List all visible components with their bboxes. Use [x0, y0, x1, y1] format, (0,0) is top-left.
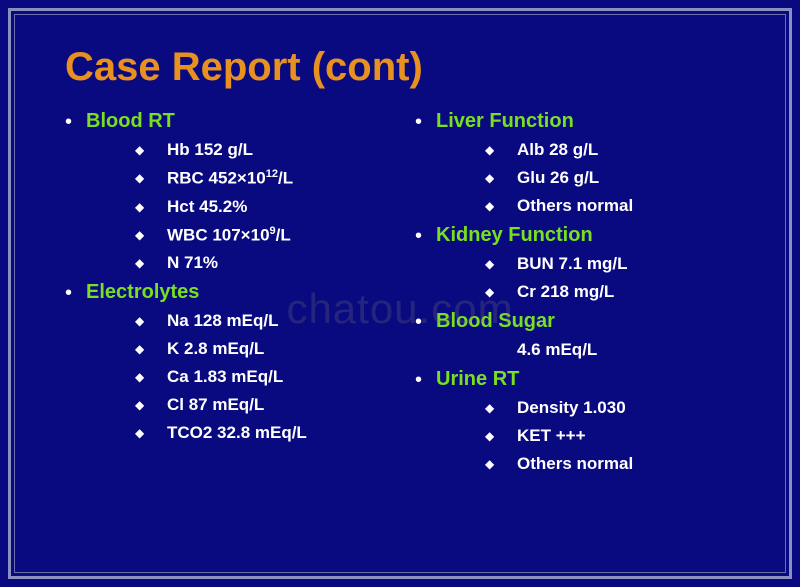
list-item: ◆ TCO2 32.8 mEq/L	[135, 423, 395, 443]
list-item: ◆ Others normal	[485, 454, 745, 474]
list-item: ◆ Cl 87 mEq/L	[135, 395, 395, 415]
section: • Electrolytes ◆ Na 128 mEq/L ◆ K 2.8 mEq/L ◆ C…	[65, 281, 395, 443]
slide-title: Case Report (cont)	[65, 45, 745, 90]
item-text: 4.6 mEq/L	[517, 340, 597, 360]
bullet-icon: •	[415, 110, 422, 134]
diamond-icon: ◆	[135, 311, 145, 331]
list-item: ◆ Na 128 mEq/L	[135, 311, 395, 331]
diamond-icon: ◆	[135, 395, 145, 415]
section-title: Blood RT	[86, 110, 175, 133]
bullet-icon: •	[415, 368, 422, 392]
section: • Blood Sugar ◆4.6 mEq/L	[415, 310, 745, 360]
section: • Urine RT ◆ Density 1.030 ◆ KET +++ ◆ Others n…	[415, 368, 745, 474]
bullet-icon: •	[415, 224, 422, 248]
section: • Kidney Function ◆ BUN 7.1 mg/L ◆ Cr 218 mg/…	[415, 224, 745, 302]
list-item: ◆ K 2.8 mEq/L	[135, 339, 395, 359]
item-text: Density 1.030	[517, 398, 626, 418]
diamond-icon: ◆	[135, 197, 145, 217]
diamond-icon: ◆	[485, 168, 495, 188]
item-text: Ca 1.83 mEq/L	[167, 367, 283, 387]
item-text: Na 128 mEq/L	[167, 311, 279, 331]
diamond-icon: ◆	[135, 367, 145, 387]
list-item: ◆4.6 mEq/L	[485, 340, 745, 360]
item-text: Glu 26 g/L	[517, 168, 599, 188]
section-header: • Blood RT	[65, 110, 395, 134]
list-item: ◆ Others normal	[485, 196, 745, 216]
diamond-icon: ◆	[485, 454, 495, 474]
diamond-icon: ◆	[485, 140, 495, 160]
section-header: • Electrolytes	[65, 281, 395, 305]
section-items: ◆Na 128 mEq/L◆K 2.8 mEq/L◆Ca 1.83 mEq/L◆…	[65, 311, 395, 443]
section-title: Kidney Function	[436, 224, 593, 247]
list-item: ◆ WBC 107×109/L	[135, 225, 395, 246]
slide-frame: chatou.com Case Report (cont) •Blood RT◆…	[14, 14, 786, 573]
section-items: ◆4.6 mEq/L	[415, 340, 745, 360]
diamond-icon: ◆	[135, 423, 145, 443]
bullet-icon: •	[65, 110, 72, 134]
diamond-icon: ◆	[135, 253, 145, 273]
item-text: K 2.8 mEq/L	[167, 339, 264, 359]
diamond-icon: ◆	[135, 225, 145, 245]
section-items: ◆ Alb 28 g/L ◆ Glu 26 g/L ◆ Others normal	[415, 140, 745, 216]
diamond-icon: ◆	[135, 339, 145, 359]
diamond-icon: ◆	[485, 196, 495, 216]
right-column: • Liver Function ◆ Alb 28 g/L ◆ Glu 26 g/L ◆ Ot…	[415, 110, 745, 482]
item-text: KET +++	[517, 426, 586, 446]
list-item: ◆ Alb 28 g/L	[485, 140, 745, 160]
section-title: Liver Function	[436, 110, 574, 133]
item-text: Cr 218 mg/L	[517, 282, 614, 302]
list-item: ◆ Density 1.030	[485, 398, 745, 418]
item-text: Others normal	[517, 454, 633, 474]
item-text: WBC 107×109/L	[167, 225, 291, 246]
item-text: BUN 7.1 mg/L	[517, 254, 628, 274]
section-header: • Urine RT	[415, 368, 745, 392]
diamond-icon: ◆	[485, 398, 495, 418]
list-item: ◆ Hb 152 g/L	[135, 140, 395, 160]
list-item: ◆ Cr 218 mg/L	[485, 282, 745, 302]
list-item: ◆ BUN 7.1 mg/L	[485, 254, 745, 274]
item-text: Hb 152 g/L	[167, 140, 253, 160]
bullet-icon: •	[65, 281, 72, 305]
diamond-icon: ◆	[485, 282, 495, 302]
item-text: Hct 45.2%	[167, 197, 247, 217]
diamond-icon: ◆	[485, 426, 495, 446]
diamond-icon: ◆	[135, 168, 145, 188]
section-items: ◆ Hb 152 g/L ◆ RBC 452×1012/L ◆ Hct 45.2% ◆ WBC…	[65, 140, 395, 273]
list-item: ◆ Hct 45.2%	[135, 197, 395, 217]
left-column: • Blood RT ◆ Hb 152 g/L ◆ RBC 452×1012/L ◆ Hct …	[65, 110, 395, 482]
section-title: Urine RT	[436, 368, 519, 391]
section-title: Blood Sugar	[436, 310, 555, 333]
item-text: TCO2 32.8 mEq/L	[167, 423, 307, 443]
diamond-icon: ◆	[485, 254, 495, 274]
content-columns: • Blood RT ◆ Hb 152 g/L ◆ RBC 452×1012/L ◆ Hct …	[65, 110, 745, 482]
item-text: N 71%	[167, 253, 218, 273]
list-item: ◆ Ca 1.83 mEq/L	[135, 367, 395, 387]
item-text: Alb 28 g/L	[517, 140, 598, 160]
list-item: ◆ Glu 26 g/L	[485, 168, 745, 188]
section-title: Electrolytes	[86, 281, 199, 304]
section-items: ◆ Density 1.030 ◆ KET +++ ◆ Others normal	[415, 398, 745, 474]
section: • Blood RT ◆ Hb 152 g/L ◆ RBC 452×1012/L ◆ Hct …	[65, 110, 395, 273]
item-text: Others normal	[517, 196, 633, 216]
item-text: Cl 87 mEq/L	[167, 395, 264, 415]
list-item: ◆ KET +++	[485, 426, 745, 446]
section: • Liver Function ◆ Alb 28 g/L ◆ Glu 26 g/L ◆ Ot…	[415, 110, 745, 216]
section-items: ◆ BUN 7.1 mg/L ◆ Cr 218 mg/L	[415, 254, 745, 302]
list-item: ◆ RBC 452×1012/L	[135, 168, 395, 189]
section-header: • Liver Function	[415, 110, 745, 134]
item-text: RBC 452×1012/L	[167, 168, 293, 189]
bullet-icon: •	[415, 310, 422, 334]
diamond-icon: ◆	[135, 140, 145, 160]
section-header: • Kidney Function	[415, 224, 745, 248]
section-header: • Blood Sugar	[415, 310, 745, 334]
list-item: ◆ N 71%	[135, 253, 395, 273]
